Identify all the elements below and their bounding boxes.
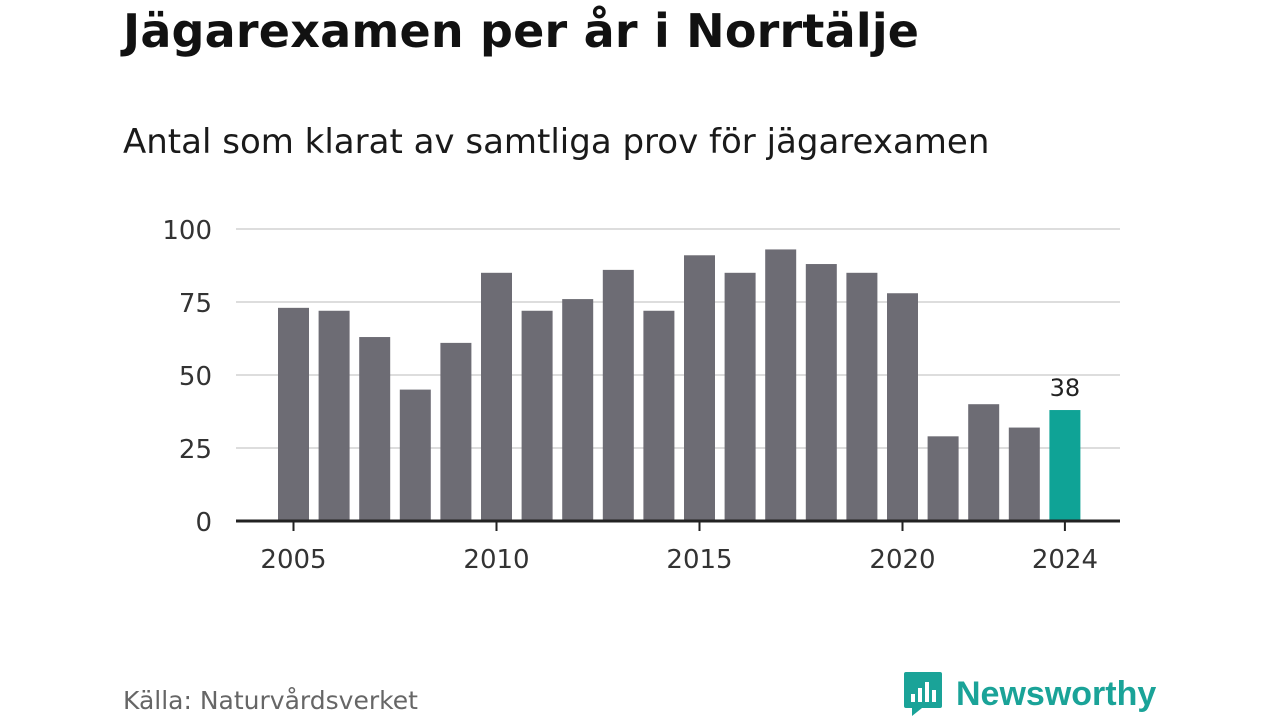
bar [440,342,472,521]
bar [359,337,391,521]
x-tick-label: 2020 [869,545,935,575]
bar [602,269,634,521]
brand-name: Newsworthy [956,674,1157,713]
bar-highlight [1049,410,1081,521]
x-tick-label: 2015 [666,545,732,575]
bar [765,249,797,521]
bar [724,272,756,521]
bar [887,293,918,521]
data-label: 38 [1050,374,1081,402]
y-tick-label: 50 [179,362,212,392]
x-tick-label: 2024 [1032,545,1098,575]
bar [521,310,553,521]
y-tick-label: 75 [179,289,212,319]
newsworthy-logo-icon [904,672,942,716]
bar [562,299,594,521]
chart-subtitle: Antal som klarat av samtliga prov för jä… [123,122,990,162]
bar [684,255,715,521]
bar [846,272,878,521]
bar [278,307,309,521]
x-tick-label: 2005 [260,545,326,575]
bar [643,310,675,521]
bar [927,436,959,521]
bar [399,389,431,521]
y-tick-label: 100 [162,216,212,246]
y-tick-label: 25 [179,435,212,465]
chart-title: Jägarexamen per år i Norrtälje [123,4,920,58]
source-note: Källa: Naturvårdsverket [123,686,418,715]
bar [318,310,350,521]
bar [968,404,1000,521]
x-tick-label: 2010 [463,545,529,575]
bar [481,272,512,521]
bar [1008,427,1040,521]
bar [805,264,837,521]
y-tick-label: 0 [195,508,212,538]
brand-logo: Newsworthy [902,670,1156,718]
